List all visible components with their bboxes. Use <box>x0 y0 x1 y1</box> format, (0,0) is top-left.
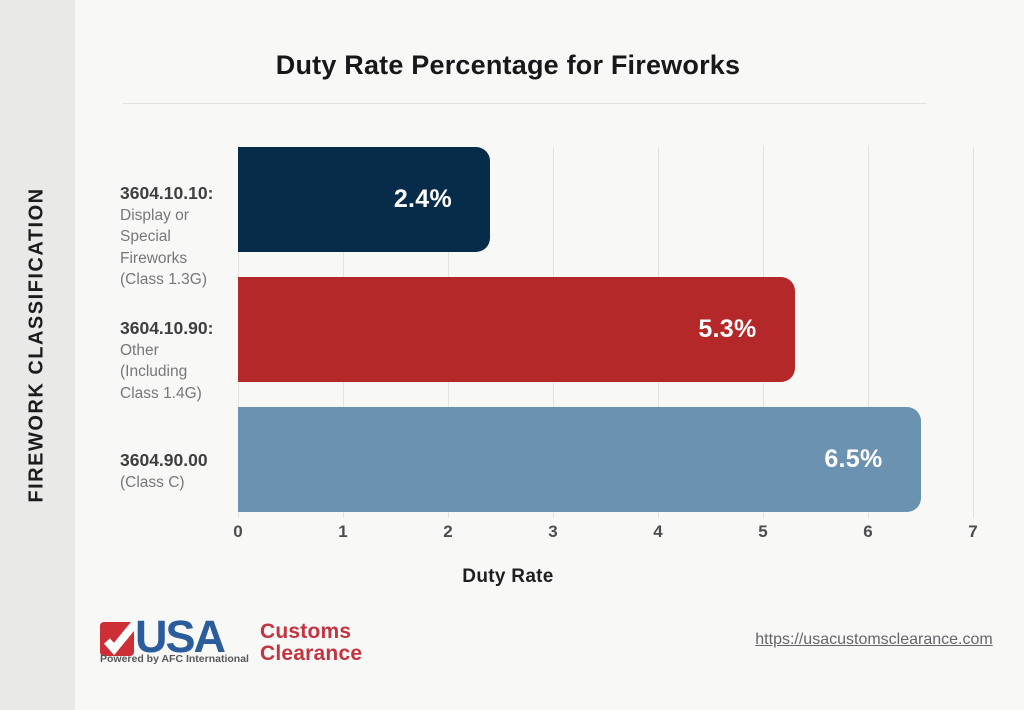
x-tick-label-3: 3 <box>548 522 558 541</box>
x-axis-title: Duty Rate <box>462 566 554 587</box>
y-axis-strip: FIREWORK CLASSIFICATION <box>0 0 75 710</box>
gridline-6 <box>868 147 869 518</box>
bar-row-2: 6.5% <box>238 407 921 512</box>
logo-clearance-line: Clearance <box>260 642 363 665</box>
x-tick-label-0: 0 <box>233 522 243 541</box>
category-code: 3604.10.10: <box>120 183 214 203</box>
category-line: Fireworks <box>120 249 188 267</box>
x-tick-label-6: 6 <box>863 522 873 541</box>
category-line: Special <box>120 228 171 245</box>
x-tick-label-2: 2 <box>443 522 453 541</box>
category-line: (Class 1.3G) <box>120 271 207 288</box>
category-line: Display or <box>120 206 189 224</box>
x-tick-label-5: 5 <box>758 522 768 541</box>
bar-value-label: 6.5% <box>824 445 883 473</box>
logo-powered-text: Powered by AFC International <box>100 653 249 665</box>
x-tick-label-1: 1 <box>338 522 348 541</box>
gridline-7 <box>973 147 974 518</box>
bar-row-0: 2.4% <box>238 147 490 252</box>
category-line: Other <box>120 341 159 359</box>
x-tick-label-7: 7 <box>968 522 978 541</box>
usa-checkmark-icon <box>100 618 141 656</box>
logo-customs-clearance-text: Customs Clearance <box>260 621 362 665</box>
logo-usa-text: USA <box>135 611 226 662</box>
website-link[interactable]: https://usacustomsclearance.com <box>755 631 993 648</box>
logo-customs-line: Customs <box>260 620 352 643</box>
category-label-1: 3604.10.90: Other (Including Class 1.4G) <box>120 318 234 404</box>
category-label-2: 3604.90.00 (Class C) <box>120 450 234 493</box>
bar-value-label: 2.4% <box>393 185 452 213</box>
bar-value-label: 5.3% <box>698 315 757 343</box>
category-label-0: 3604.10.10: Display or Special Fireworks (Cl… <box>120 183 234 291</box>
category-code: 3604.10.90: <box>120 318 214 338</box>
chart-title: Duty Rate Percentage for Fireworks <box>275 50 741 80</box>
x-tick-label-4: 4 <box>653 522 663 541</box>
title-divider <box>123 103 927 104</box>
category-line: (Including <box>120 363 188 380</box>
category-code: 3604.90.00 <box>120 450 208 470</box>
category-line: (Class C) <box>120 473 185 491</box>
category-line: Class 1.4G) <box>120 384 202 402</box>
bar-row-1: 5.3% <box>238 277 795 382</box>
